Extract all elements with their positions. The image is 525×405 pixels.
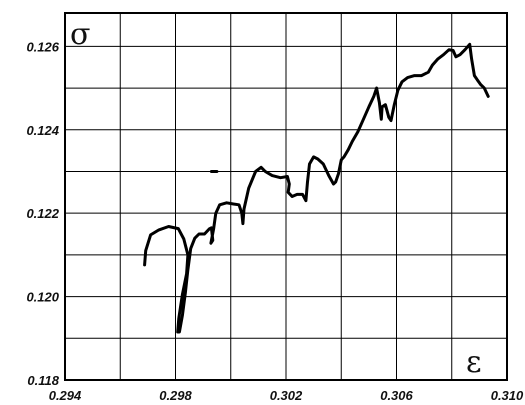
y-tick-label: 0.122 bbox=[26, 206, 59, 221]
x-tick-label: 0.298 bbox=[159, 388, 192, 403]
y-tick-label: 0.120 bbox=[26, 290, 59, 305]
y-tick-label: 0.124 bbox=[26, 123, 59, 138]
stress-strain-curve bbox=[143, 42, 490, 334]
x-tick-label: 0.302 bbox=[270, 388, 303, 403]
x-tick-label: 0.306 bbox=[380, 388, 413, 403]
grid-lines bbox=[65, 13, 507, 380]
y-tick-label: 0.126 bbox=[26, 39, 59, 54]
tick-labels: 0.294 0.298 0.302 0.306 0.310 0.118 0.120 0.122… bbox=[26, 39, 524, 403]
x-tick-label: 0.294 bbox=[49, 388, 82, 403]
plot-frame bbox=[64, 12, 508, 381]
y-axis-label: σ bbox=[70, 17, 90, 52]
y-tick-label: 0.118 bbox=[27, 373, 59, 388]
x-tick-label: 0.310 bbox=[491, 388, 524, 403]
x-axis-label: ε bbox=[466, 345, 482, 380]
data-curves bbox=[143, 42, 490, 334]
